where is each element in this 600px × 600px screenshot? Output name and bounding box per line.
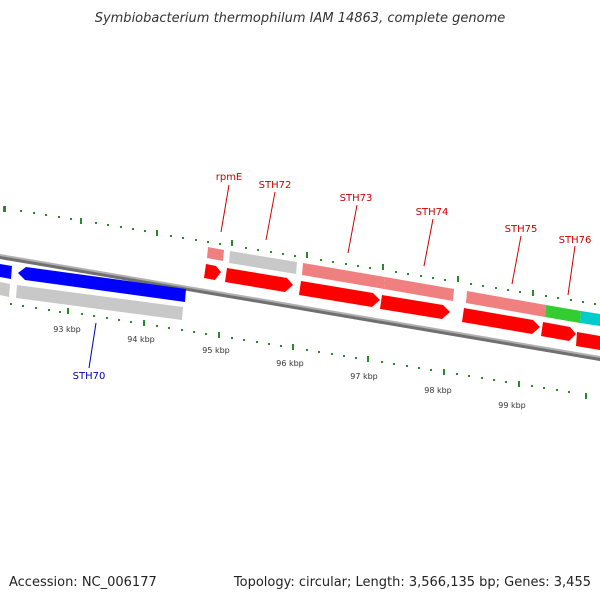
gene-leader-lines (88, 184, 576, 369)
feature-left-grey-stub (0, 282, 10, 297)
cds-sth74 (380, 295, 450, 319)
tick-label-96: 96 kbp (276, 359, 304, 368)
feature-left-blue-stub (0, 264, 12, 279)
cds-rpme (204, 264, 221, 280)
feature-sth70-grey (16, 285, 183, 320)
gene-label-sth73: STH73 (340, 193, 373, 204)
feature-sth74 (384, 277, 454, 301)
cds-sth72 (225, 268, 293, 292)
feature-sth75 (466, 291, 546, 317)
feature-sth76 (580, 311, 600, 326)
outer-tick-ring (3, 206, 596, 305)
gene-label-sth75: STH75 (505, 224, 538, 235)
feature-sth72 (229, 251, 297, 274)
feature-sth70-blue (18, 267, 186, 302)
forward-cds-track (204, 264, 600, 350)
gene-label-rpme: rpmE (216, 172, 243, 183)
cds-sth73 (299, 281, 380, 307)
tick-label-94: 94 kbp (127, 335, 155, 344)
inner-tick-ring (10, 303, 587, 399)
tick-label-97: 97 kbp (350, 372, 378, 381)
cds-sth75 (462, 308, 540, 334)
map-title: Symbiobacterium thermophilum IAM 14863, … (95, 11, 506, 26)
forward-track-upper (207, 247, 600, 326)
feature-green (545, 305, 581, 323)
footer-summary: Topology: circular; Length: 3,566,135 bp… (233, 575, 591, 590)
feature-rpme (207, 247, 224, 261)
gene-labels: rpmE STH72 STH73 STH74 STH75 STH76 STH70 (73, 172, 592, 382)
footer-accession: Accession: NC_006177 (9, 575, 157, 590)
reverse-track (0, 264, 186, 320)
cds-sth76a (541, 322, 576, 341)
gene-label-sth72: STH72 (259, 180, 292, 191)
tick-label-93: 93 kbp (53, 325, 81, 334)
tick-label-95: 95 kbp (202, 346, 230, 355)
gene-label-sth74: STH74 (416, 207, 449, 218)
gene-label-sth70: STH70 (73, 371, 106, 382)
gene-label-sth76: STH76 (559, 235, 592, 246)
genome-backbone (0, 254, 600, 361)
tick-label-98: 98 kbp (424, 386, 452, 395)
cds-sth76b (576, 332, 600, 350)
feature-sth73 (302, 263, 385, 289)
tick-label-99: 99 kbp (498, 401, 526, 410)
tick-labels: 93 kbp 94 kbp 95 kbp 96 kbp 97 kbp 98 kb… (53, 325, 526, 410)
